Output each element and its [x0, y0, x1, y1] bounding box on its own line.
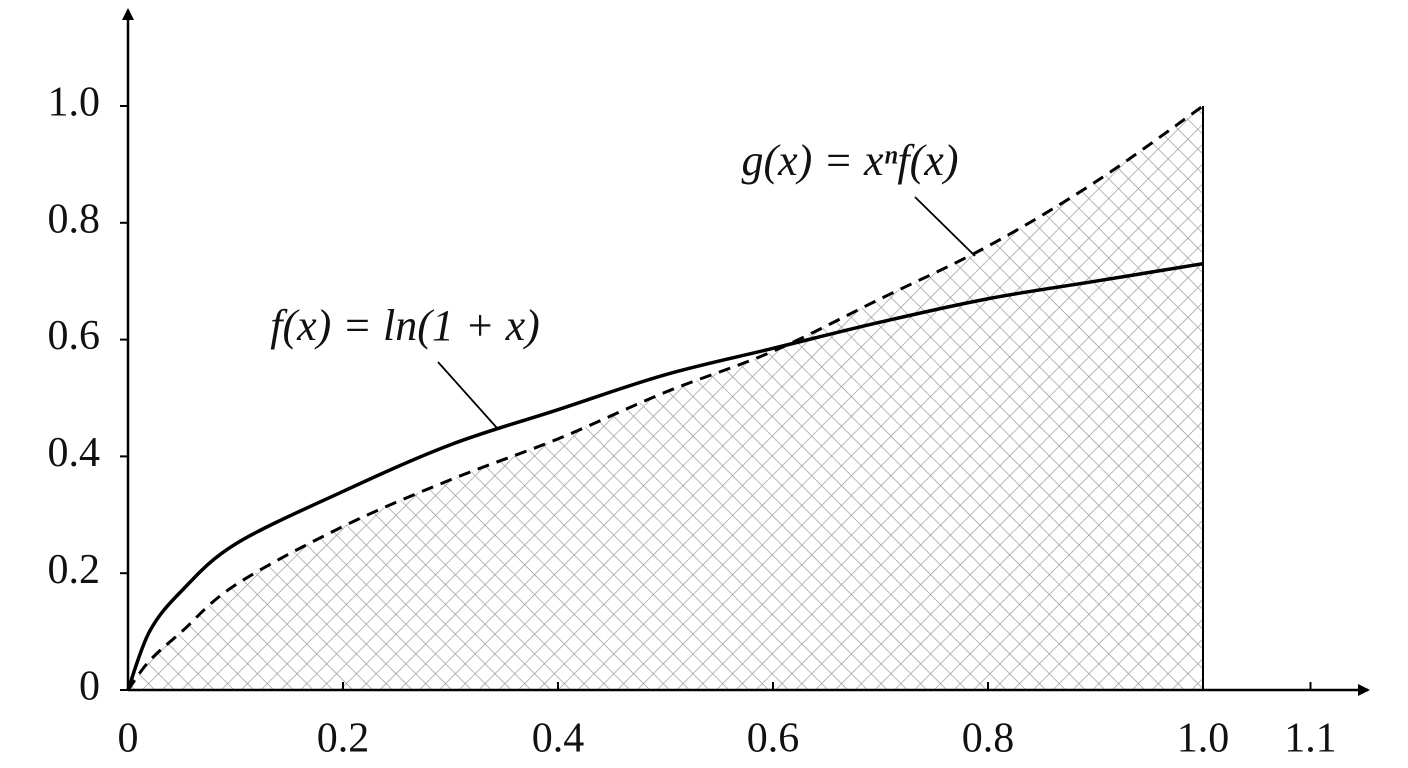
x-tick-label: 0.6	[747, 716, 800, 762]
leader-line	[437, 361, 498, 429]
series-line	[126, 261, 1204, 691]
y-tick-label: 0.8	[48, 196, 101, 242]
y-tick-label: 0.6	[48, 313, 101, 359]
x-tick-label: 0	[118, 716, 139, 762]
series-label: f(x) = ln(1 + x)	[270, 301, 540, 350]
leader-line	[914, 196, 976, 257]
series-line	[126, 104, 1204, 691]
y-tick-label: 0	[79, 664, 100, 710]
hatched-area	[128, 106, 1203, 690]
series-label: g(x) = xⁿf(x)	[742, 136, 959, 185]
x-tick-label: 0.2	[317, 716, 370, 762]
y-tick-label: 0.2	[48, 547, 101, 593]
y-tick-label: 0.4	[48, 430, 101, 476]
y-tick-label: 1.0	[48, 80, 101, 126]
x-tick-label: 0.4	[532, 716, 585, 762]
x-tick-label: 1.1	[1284, 716, 1337, 762]
area-layer	[128, 106, 1203, 690]
x-tick-label: 1.0	[1177, 716, 1230, 762]
x-tick-label: 0.8	[962, 716, 1015, 762]
